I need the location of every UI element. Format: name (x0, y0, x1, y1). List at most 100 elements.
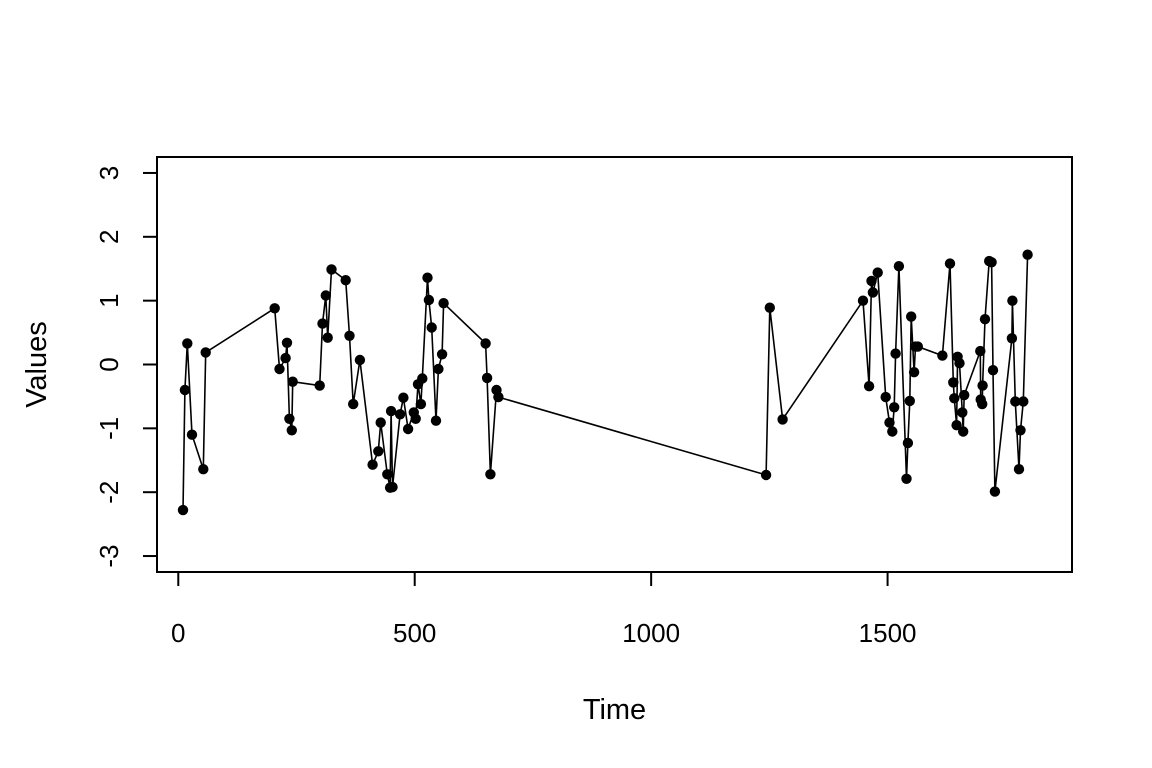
y-axis-label: Values (21, 321, 53, 408)
y-axis: -3 -2 -1 0 1 2 3 (94, 166, 158, 568)
data-point (957, 407, 968, 418)
data-point (1013, 464, 1025, 475)
data-point (430, 415, 442, 426)
data-point (417, 373, 428, 384)
data-point (893, 261, 905, 272)
data-point (387, 481, 398, 493)
data-point (410, 413, 421, 424)
data-point (1022, 249, 1033, 260)
data-point (944, 258, 956, 269)
data-point (989, 486, 1001, 497)
data-point (880, 391, 891, 403)
data-point (480, 338, 491, 349)
data-point (904, 395, 915, 407)
data-point (906, 311, 917, 322)
y-tick-label: -1 (94, 417, 124, 440)
data-point (958, 426, 969, 437)
data-point (274, 363, 285, 375)
data-point (354, 354, 366, 366)
data-point (949, 393, 960, 404)
data-point (872, 267, 883, 278)
data-point (1015, 425, 1026, 436)
data-point (320, 290, 331, 301)
data-point (890, 348, 901, 359)
data-point (415, 398, 427, 410)
data-point (322, 332, 333, 343)
data-point (422, 272, 433, 283)
data-point (887, 426, 898, 437)
data-point (385, 405, 397, 417)
data-point (281, 337, 293, 348)
data-point (402, 423, 414, 435)
data-point (1007, 295, 1018, 306)
data-point (373, 446, 384, 457)
data-point (777, 414, 788, 425)
y-tick-label: 0 (94, 357, 124, 371)
data-point (340, 275, 351, 286)
data-point (438, 298, 449, 309)
x-axis-label: Time (583, 694, 646, 726)
data-point (326, 264, 337, 275)
data-point (436, 349, 448, 360)
y-tick-label: 2 (94, 230, 124, 244)
data-point (367, 459, 378, 470)
y-tick-label: -2 (94, 481, 124, 504)
data-point (1006, 333, 1018, 344)
data-point (977, 380, 988, 391)
data-point (182, 338, 193, 349)
data-point (433, 363, 444, 375)
data-point (394, 409, 406, 420)
data-point (948, 377, 959, 388)
data-point (951, 420, 962, 431)
data-points (177, 249, 1033, 516)
x-tick-label: 0 (171, 618, 185, 648)
data-point (177, 504, 189, 516)
y-tick-label: 3 (94, 166, 124, 180)
data-point (382, 469, 393, 480)
data-point (426, 322, 437, 333)
data-point (286, 425, 297, 436)
data-point (902, 437, 914, 449)
y-tick-label: 1 (94, 293, 124, 307)
data-point (760, 469, 772, 481)
data-point (908, 367, 920, 378)
x-tick-label: 1500 (859, 618, 917, 648)
data-point (764, 302, 775, 313)
data-point (986, 257, 997, 268)
data-point (280, 352, 291, 364)
data-point (977, 398, 988, 410)
x-tick-label: 1000 (622, 618, 680, 648)
series-line (182, 254, 1029, 511)
data-point (485, 469, 496, 480)
data-point (179, 384, 191, 396)
data-point (901, 473, 912, 484)
data-point (889, 402, 900, 413)
data-point (975, 345, 986, 357)
data-point (979, 314, 991, 325)
data-point (348, 398, 359, 410)
data-point (269, 303, 280, 314)
data-point (314, 380, 325, 391)
data-point (398, 392, 409, 403)
data-point (857, 295, 869, 306)
data-point (493, 391, 504, 403)
data-point (867, 287, 879, 298)
data-point (1018, 396, 1029, 407)
data-point (866, 275, 877, 287)
data-point (344, 330, 355, 341)
data-point (954, 358, 965, 369)
data-point (200, 347, 211, 358)
data-point (284, 413, 295, 424)
data-point (959, 389, 970, 401)
data-point (198, 464, 209, 475)
data-point (317, 318, 328, 329)
plot-frame (156, 156, 1073, 573)
x-tick-label: 500 (393, 618, 436, 648)
data-point (481, 372, 493, 384)
data-point (1010, 396, 1021, 407)
data-point (937, 350, 948, 361)
y-tick-label: -3 (94, 544, 124, 567)
data-point (423, 294, 435, 306)
x-axis: 0 500 1000 1500 (171, 571, 917, 648)
